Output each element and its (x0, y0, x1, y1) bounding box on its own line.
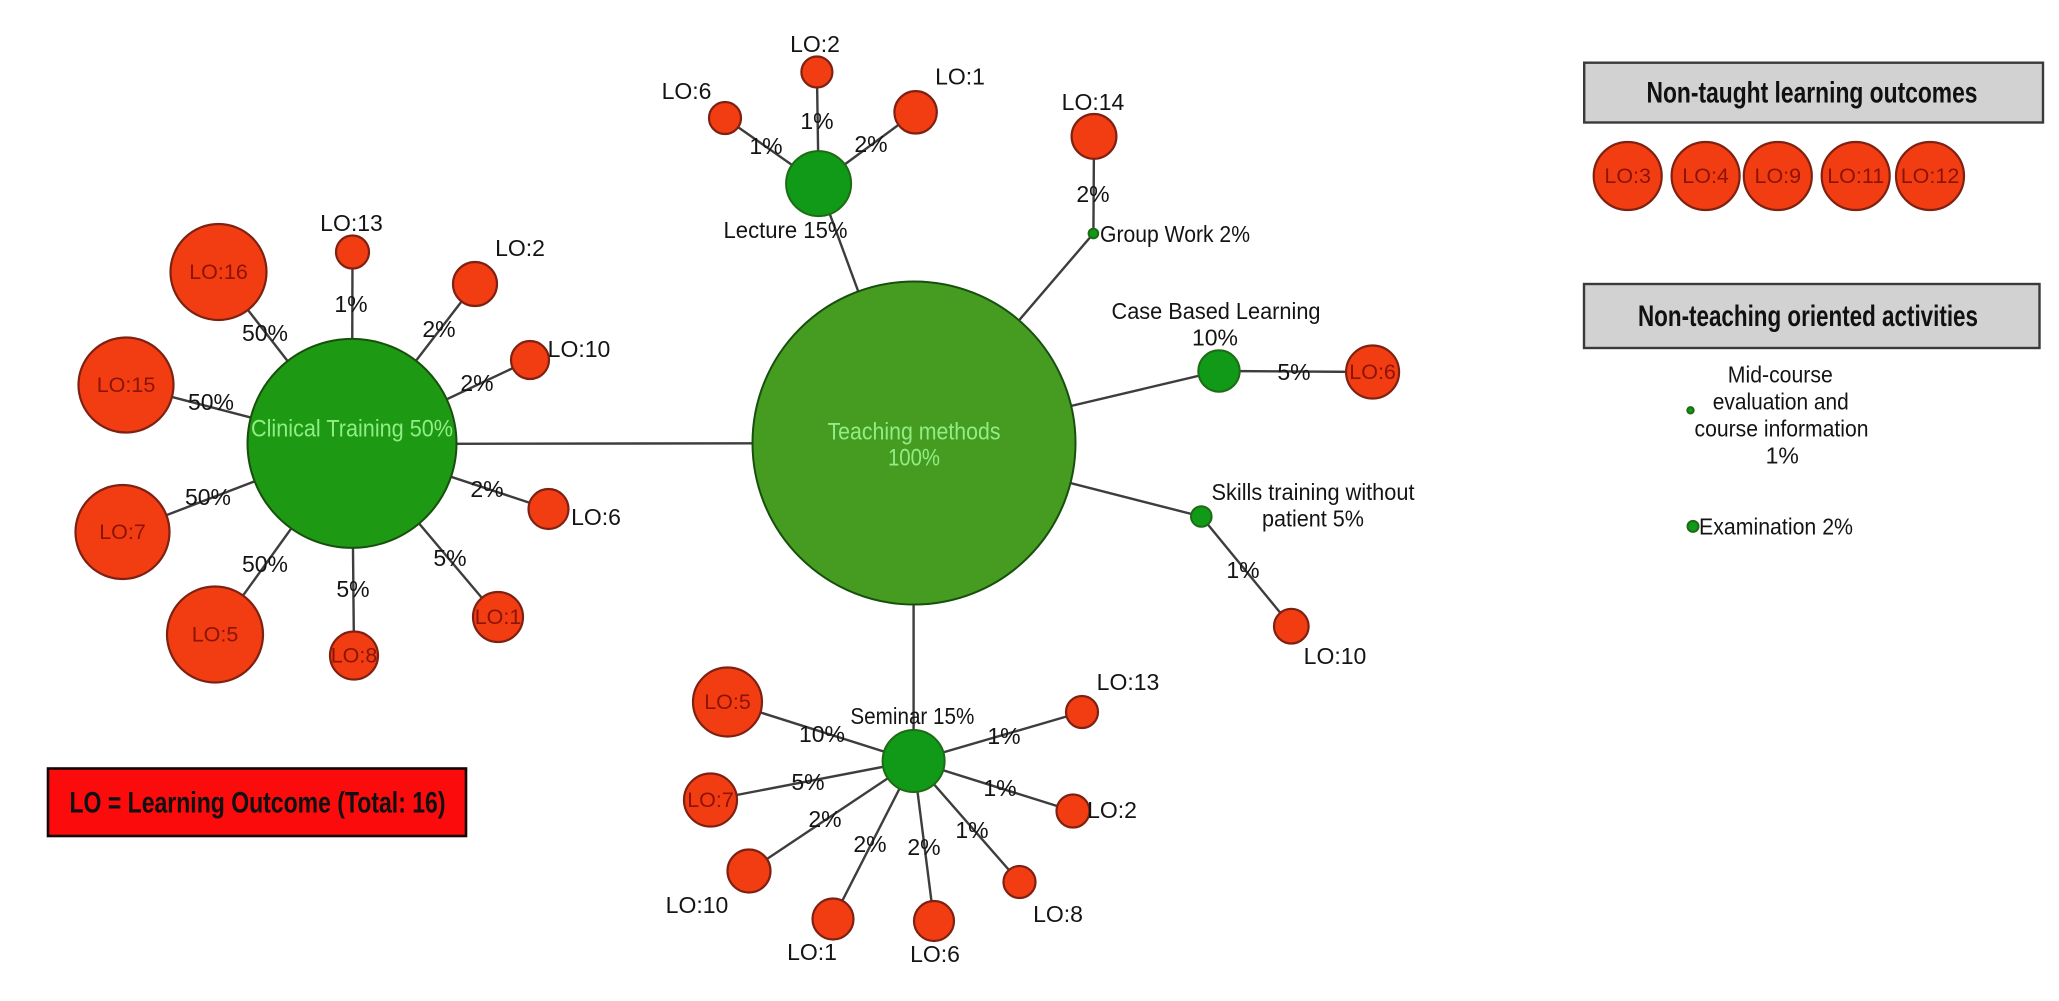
svg-text:2%: 2% (470, 476, 503, 502)
svg-text:LO:16: LO:16 (189, 260, 248, 284)
svg-text:2%: 2% (854, 131, 887, 157)
svg-text:LO:4: LO:4 (1682, 164, 1729, 188)
svg-text:LO:7: LO:7 (687, 788, 734, 812)
svg-text:2%: 2% (907, 834, 940, 860)
svg-text:1%: 1% (334, 291, 367, 317)
svg-text:1%: 1% (987, 723, 1020, 749)
svg-text:LO:5: LO:5 (704, 690, 751, 714)
svg-text:Examination 2%: Examination 2% (1699, 513, 1853, 539)
svg-text:LO:14: LO:14 (1062, 89, 1125, 115)
svg-text:Mid-course: Mid-course (1728, 361, 1833, 387)
svg-text:5%: 5% (433, 545, 466, 571)
svg-text:Non-taught learning outcomes: Non-taught learning outcomes (1647, 77, 1978, 110)
svg-text:Non-teaching oriented activiti: Non-teaching oriented activities (1638, 300, 1978, 333)
svg-text:LO:3: LO:3 (1604, 164, 1651, 188)
svg-text:LO:1: LO:1 (935, 64, 985, 90)
svg-text:LO:10: LO:10 (666, 892, 729, 918)
svg-text:5%: 5% (791, 769, 824, 795)
svg-text:2%: 2% (1076, 181, 1109, 207)
svg-text:LO:8: LO:8 (1033, 901, 1083, 927)
svg-text:1%: 1% (1766, 442, 1799, 468)
svg-text:Skills training without: Skills training without (1212, 479, 1416, 505)
svg-text:evaluation and: evaluation and (1713, 388, 1849, 414)
svg-text:Seminar 15%: Seminar 15% (850, 703, 974, 729)
svg-text:LO:13: LO:13 (320, 210, 383, 236)
svg-text:50%: 50% (242, 320, 288, 346)
svg-text:course information: course information (1695, 415, 1869, 441)
svg-text:Group Work 2%: Group Work 2% (1100, 221, 1250, 247)
svg-text:LO:5: LO:5 (192, 623, 239, 647)
svg-text:1%: 1% (800, 108, 833, 134)
svg-text:LO:1: LO:1 (787, 939, 837, 965)
svg-text:2%: 2% (808, 806, 841, 832)
svg-text:50%: 50% (185, 484, 231, 510)
svg-text:Lecture 15%: Lecture 15% (724, 217, 848, 243)
svg-text:Case Based Learning: Case Based Learning (1112, 298, 1321, 324)
svg-text:50%: 50% (188, 389, 234, 415)
svg-text:LO:13: LO:13 (1097, 669, 1160, 695)
svg-text:LO:10: LO:10 (548, 336, 611, 362)
svg-text:Clinical Training 50%: Clinical Training 50% (251, 416, 453, 443)
svg-text:1%: 1% (749, 133, 782, 159)
svg-text:patient 5%: patient 5% (1262, 506, 1364, 532)
svg-text:5%: 5% (336, 576, 369, 602)
svg-text:5%: 5% (1277, 359, 1310, 385)
svg-text:Teaching methods: Teaching methods (828, 419, 1001, 446)
svg-text:LO:6: LO:6 (662, 78, 712, 104)
svg-text:LO:15: LO:15 (97, 373, 156, 397)
svg-text:LO:6: LO:6 (1349, 360, 1396, 384)
svg-text:2%: 2% (460, 370, 493, 396)
svg-text:LO:10: LO:10 (1304, 643, 1367, 669)
svg-text:10%: 10% (1192, 325, 1238, 351)
svg-text:50%: 50% (242, 551, 288, 577)
svg-text:1%: 1% (983, 775, 1016, 801)
svg-text:LO = Learning Outcome (Total:: LO = Learning Outcome (Total: 16) (70, 787, 446, 820)
svg-text:LO:12: LO:12 (1901, 164, 1960, 188)
svg-text:LO:1: LO:1 (475, 605, 522, 629)
svg-text:2%: 2% (422, 316, 455, 342)
svg-text:100%: 100% (888, 445, 940, 472)
svg-text:LO:11: LO:11 (1827, 164, 1884, 188)
svg-text:LO:8: LO:8 (331, 644, 378, 668)
svg-text:1%: 1% (1226, 557, 1259, 583)
svg-text:1%: 1% (955, 817, 988, 843)
svg-text:2%: 2% (853, 831, 886, 857)
svg-text:LO:7: LO:7 (99, 520, 146, 544)
svg-text:LO:6: LO:6 (571, 504, 621, 530)
svg-text:10%: 10% (799, 721, 845, 747)
svg-text:LO:2: LO:2 (790, 31, 840, 57)
svg-text:LO:2: LO:2 (495, 235, 545, 261)
svg-text:LO:9: LO:9 (1754, 164, 1801, 188)
svg-text:LO:2: LO:2 (1087, 797, 1137, 823)
svg-text:LO:6: LO:6 (910, 941, 960, 967)
